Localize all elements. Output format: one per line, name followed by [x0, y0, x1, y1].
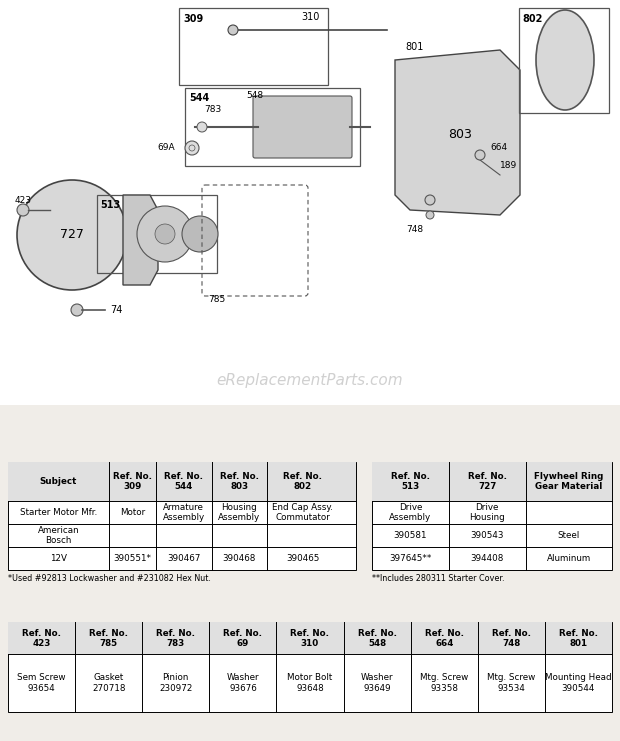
Text: Ref. No.
727: Ref. No. 727: [467, 472, 507, 491]
Text: Washer
93676: Washer 93676: [226, 674, 259, 693]
Text: 74: 74: [110, 305, 122, 315]
Text: 727: 727: [60, 228, 84, 242]
Polygon shape: [123, 195, 158, 285]
Circle shape: [228, 25, 238, 35]
Ellipse shape: [17, 180, 127, 290]
Circle shape: [17, 204, 29, 216]
Text: *Used #92813 Lockwasher and #231082 Hex Nut.: *Used #92813 Lockwasher and #231082 Hex …: [8, 574, 211, 583]
Text: Ref. No.
309: Ref. No. 309: [113, 472, 152, 491]
Text: 513: 513: [100, 200, 120, 210]
Text: Ref. No.
803: Ref. No. 803: [220, 472, 259, 491]
Text: 390465: 390465: [286, 554, 320, 563]
Text: eReplacementParts.com: eReplacementParts.com: [216, 373, 404, 388]
Text: Ref. No.
548: Ref. No. 548: [358, 628, 397, 648]
Text: 12V: 12V: [50, 554, 67, 563]
Text: **Includes 280311 Starter Cover.: **Includes 280311 Starter Cover.: [372, 574, 505, 583]
Bar: [372, 462, 612, 501]
Text: 390543: 390543: [471, 531, 504, 540]
Text: 803: 803: [448, 128, 472, 142]
Text: 309: 309: [183, 14, 203, 24]
Text: 189: 189: [500, 161, 517, 170]
Text: 390468: 390468: [223, 554, 256, 563]
Text: Armature
Assembly: Armature Assembly: [162, 502, 205, 522]
Text: Ref. No.
69: Ref. No. 69: [223, 628, 262, 648]
Circle shape: [137, 206, 193, 262]
Text: Sem Screw
93654: Sem Screw 93654: [17, 674, 66, 693]
Circle shape: [425, 195, 435, 205]
Bar: [97, 195, 217, 273]
Circle shape: [426, 211, 434, 219]
Text: Motor Bolt
93648: Motor Bolt 93648: [288, 674, 332, 693]
Text: 801: 801: [406, 42, 424, 52]
Text: Housing
Assembly: Housing Assembly: [218, 502, 260, 522]
Text: 423: 423: [15, 196, 32, 205]
Text: Starter Motor Mfr.: Starter Motor Mfr.: [20, 508, 97, 517]
Text: Aluminum: Aluminum: [547, 554, 591, 563]
Text: 802: 802: [522, 14, 542, 24]
Bar: [372, 462, 612, 570]
Bar: [185, 88, 360, 166]
Circle shape: [71, 304, 83, 316]
Text: Mtg. Screw
93534: Mtg. Screw 93534: [487, 674, 536, 693]
Text: 664: 664: [490, 144, 507, 153]
FancyBboxPatch shape: [253, 96, 352, 158]
Circle shape: [197, 122, 207, 132]
Bar: [0, 0, 620, 405]
Text: 394408: 394408: [471, 554, 504, 563]
Text: Subject: Subject: [40, 477, 77, 486]
Text: End Cap Assy.
Commutator: End Cap Assy. Commutator: [273, 502, 334, 522]
Text: Ref. No.
801: Ref. No. 801: [559, 628, 598, 648]
Text: 69A: 69A: [157, 144, 175, 153]
Circle shape: [182, 216, 218, 252]
Bar: [8, 462, 356, 501]
Text: American
Bosch: American Bosch: [38, 526, 79, 545]
Text: 783: 783: [204, 105, 221, 115]
Text: Motor: Motor: [120, 508, 145, 517]
Text: 310: 310: [301, 12, 319, 22]
Text: Ref. No.
664: Ref. No. 664: [425, 628, 464, 648]
Text: Mounting Head
390544: Mounting Head 390544: [545, 674, 612, 693]
Bar: [519, 8, 609, 113]
Text: 390551*: 390551*: [113, 554, 151, 563]
Text: Ref. No.
423: Ref. No. 423: [22, 628, 61, 648]
Circle shape: [155, 224, 175, 244]
Bar: [8, 462, 356, 570]
Text: Mtg. Screw
93358: Mtg. Screw 93358: [420, 674, 468, 693]
Text: 785: 785: [208, 295, 225, 304]
Text: Drive
Housing: Drive Housing: [469, 502, 505, 522]
Text: Ref. No.
802: Ref. No. 802: [283, 472, 322, 491]
Text: Ref. No.
544: Ref. No. 544: [164, 472, 203, 491]
Text: 397645**: 397645**: [389, 554, 432, 563]
Text: Steel: Steel: [557, 531, 580, 540]
Text: Flywheel Ring
Gear Material: Flywheel Ring Gear Material: [534, 472, 603, 491]
Circle shape: [185, 141, 199, 155]
Text: Ref. No.
785: Ref. No. 785: [89, 628, 128, 648]
Text: Drive
Assembly: Drive Assembly: [389, 502, 432, 522]
Text: Gasket
270718: Gasket 270718: [92, 674, 125, 693]
Circle shape: [475, 150, 485, 160]
Text: Washer
93649: Washer 93649: [361, 674, 394, 693]
Text: Ref. No.
513: Ref. No. 513: [391, 472, 430, 491]
Bar: [179, 8, 328, 85]
Polygon shape: [395, 50, 520, 215]
Text: 544: 544: [189, 93, 210, 103]
Bar: [8, 622, 612, 712]
Text: 548: 548: [246, 91, 263, 100]
Text: 390467: 390467: [167, 554, 200, 563]
Text: Ref. No.
310: Ref. No. 310: [291, 628, 329, 648]
Text: 390581: 390581: [394, 531, 427, 540]
Text: Ref. No.
783: Ref. No. 783: [156, 628, 195, 648]
Text: Ref. No.
748: Ref. No. 748: [492, 628, 531, 648]
Text: 748: 748: [407, 225, 423, 234]
Text: Pinion
230972: Pinion 230972: [159, 674, 192, 693]
Bar: [8, 622, 612, 654]
Ellipse shape: [536, 10, 594, 110]
